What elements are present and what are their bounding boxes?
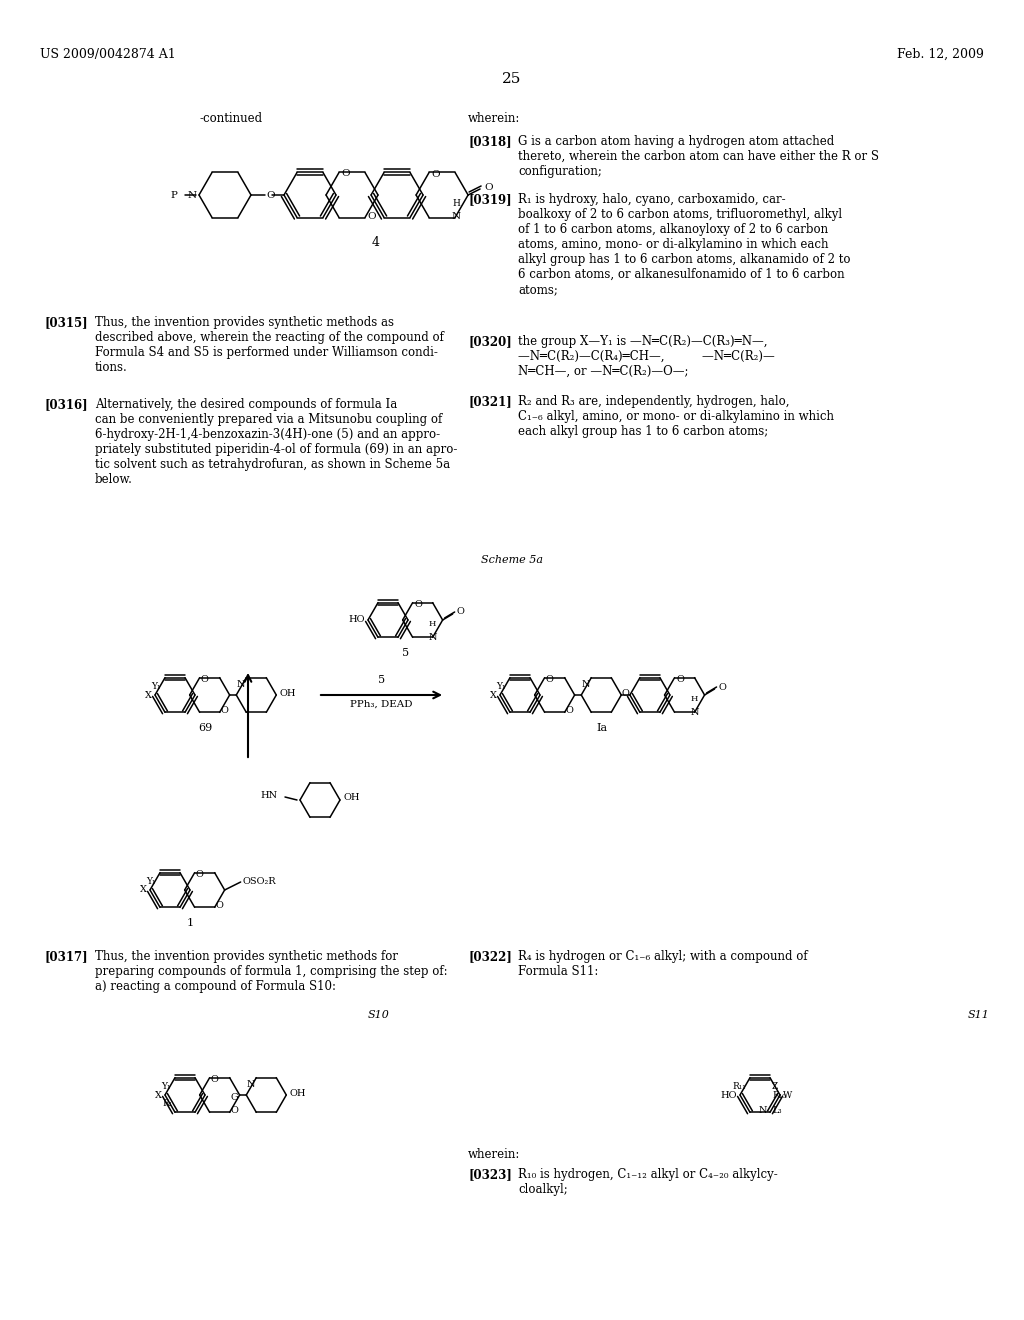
Text: O: O — [230, 1106, 239, 1115]
Text: 25: 25 — [503, 73, 521, 86]
Text: N: N — [690, 708, 698, 717]
Text: R₁₀: R₁₀ — [772, 1092, 785, 1101]
Text: N: N — [582, 680, 590, 689]
Text: W: W — [783, 1090, 793, 1100]
Text: [0319]: [0319] — [468, 193, 512, 206]
Text: OH: OH — [343, 793, 359, 803]
Text: wherein:: wherein: — [468, 1148, 520, 1162]
Text: Thus, the invention provides synthetic methods as
described above, wherein the r: Thus, the invention provides synthetic m… — [95, 315, 443, 374]
Text: Y₁: Y₁ — [152, 681, 161, 690]
Text: O: O — [220, 706, 228, 715]
Text: Feb. 12, 2009: Feb. 12, 2009 — [897, 48, 984, 61]
Text: HN: HN — [261, 791, 278, 800]
Text: H: H — [453, 198, 460, 207]
Text: wherein:: wherein: — [468, 112, 520, 125]
Text: [0321]: [0321] — [468, 395, 512, 408]
Text: P: P — [170, 191, 177, 201]
Text: N: N — [428, 632, 437, 642]
Text: [0323]: [0323] — [468, 1168, 512, 1181]
Text: O: O — [196, 870, 204, 879]
Text: S11: S11 — [968, 1010, 990, 1020]
Text: 1: 1 — [186, 917, 194, 928]
Text: Ia: Ia — [597, 723, 608, 733]
Text: R₁ is hydroxy, halo, cyano, carboxamido, car-
boalkoxy of 2 to 6 carbon atoms, t: R₁ is hydroxy, halo, cyano, carboxamido,… — [518, 193, 851, 296]
Text: Z: Z — [772, 1081, 778, 1090]
Text: O: O — [266, 190, 274, 199]
Text: X: X — [145, 690, 152, 700]
Text: O: O — [201, 675, 209, 684]
Text: N: N — [452, 213, 461, 220]
Text: [0317]: [0317] — [45, 950, 89, 964]
Text: -continued: -continued — [200, 112, 263, 125]
Text: HO: HO — [721, 1090, 737, 1100]
Text: O: O — [484, 182, 493, 191]
Text: R₁: R₁ — [163, 1100, 173, 1109]
Text: Y₁: Y₁ — [146, 876, 156, 886]
Text: O: O — [677, 675, 684, 684]
Text: 5: 5 — [378, 675, 385, 685]
Text: O: O — [546, 675, 554, 684]
Text: O: O — [367, 213, 376, 220]
Text: R₁₀ is hydrogen, C₁₋₁₂ alkyl or C₄₋₂₀ alkylcy-
cloalkyl;: R₁₀ is hydrogen, C₁₋₁₂ alkyl or C₄₋₂₀ al… — [518, 1168, 778, 1196]
Text: R₂ and R₃ are, independently, hydrogen, halo,
C₁₋₆ alkyl, amino, or mono- or di-: R₂ and R₃ are, independently, hydrogen, … — [518, 395, 834, 438]
Text: [0320]: [0320] — [468, 335, 512, 348]
Text: X: X — [140, 886, 147, 895]
Text: Y₁: Y₁ — [162, 1081, 171, 1090]
Text: L₃: L₃ — [772, 1106, 781, 1115]
Text: Alternatively, the desired compounds of formula Ia
can be conveniently prepared : Alternatively, the desired compounds of … — [95, 399, 458, 486]
Text: Scheme 5a: Scheme 5a — [481, 554, 543, 565]
Text: Y₁: Y₁ — [497, 681, 506, 690]
Text: the group X—Y₁ is —N═C(R₂)—C(R₃)═N—,
—N═C(R₂)—C(R₄)═CH—,          —N═C(R₂)—
N═CH: the group X—Y₁ is —N═C(R₂)—C(R₃)═N—, —N═… — [518, 335, 775, 378]
Text: O: O — [431, 170, 439, 180]
Text: PPh₃, DEAD: PPh₃, DEAD — [350, 700, 413, 709]
Text: H: H — [691, 696, 698, 704]
Text: [0315]: [0315] — [45, 315, 89, 329]
Text: X: X — [155, 1090, 162, 1100]
Text: O: O — [216, 900, 223, 909]
Text: US 2009/0042874 A1: US 2009/0042874 A1 — [40, 48, 176, 61]
Text: H: H — [429, 620, 436, 628]
Text: OSO₂R: OSO₂R — [243, 878, 276, 887]
Text: G is a carbon atom having a hydrogen atom attached
thereto, wherein the carbon a: G is a carbon atom having a hydrogen ato… — [518, 135, 879, 178]
Text: O: O — [622, 689, 630, 697]
Text: O: O — [565, 706, 573, 715]
Text: R₄ is hydrogen or C₁₋₆ alkyl; with a compound of
Formula S11:: R₄ is hydrogen or C₁₋₆ alkyl; with a com… — [518, 950, 808, 978]
Text: [0316]: [0316] — [45, 399, 89, 411]
Text: O: O — [457, 607, 465, 616]
Text: HO: HO — [348, 615, 365, 624]
Text: N: N — [237, 680, 246, 689]
Text: R₁₁: R₁₁ — [732, 1081, 746, 1090]
Text: 4: 4 — [372, 236, 380, 249]
Text: O: O — [719, 682, 726, 692]
Text: N: N — [187, 191, 197, 201]
Text: [0318]: [0318] — [468, 135, 512, 148]
Text: 5: 5 — [401, 648, 409, 657]
Text: O: O — [341, 169, 349, 178]
Text: OH: OH — [280, 689, 296, 697]
Text: G: G — [230, 1093, 239, 1101]
Text: S10: S10 — [368, 1010, 390, 1020]
Text: OH: OH — [290, 1089, 306, 1097]
Text: O: O — [211, 1076, 218, 1084]
Text: Thus, the invention provides synthetic methods for
preparing compounds of formul: Thus, the invention provides synthetic m… — [95, 950, 447, 993]
Text: X: X — [490, 690, 497, 700]
Text: N: N — [247, 1080, 255, 1089]
Text: N: N — [759, 1106, 767, 1115]
Text: O: O — [415, 601, 423, 609]
Text: [0322]: [0322] — [468, 950, 512, 964]
Text: 69: 69 — [198, 723, 212, 733]
